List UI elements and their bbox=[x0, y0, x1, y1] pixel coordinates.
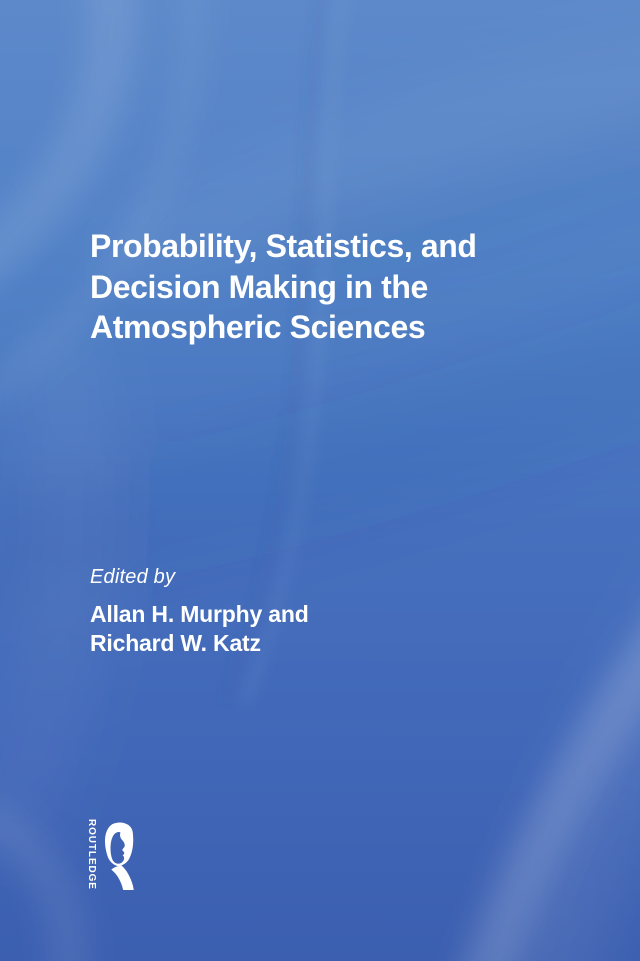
title-line-2: Decision Making in the bbox=[90, 268, 428, 305]
title-line-3: Atmospheric Sciences bbox=[90, 309, 426, 345]
byline: Edited by Allan H. Murphy and Richard W.… bbox=[90, 565, 309, 657]
publisher-name: ROUTLEDGE bbox=[86, 819, 97, 890]
title-line-1: Probability, Statistics, and bbox=[90, 228, 477, 264]
satin-creases bbox=[220, 0, 347, 705]
publisher-logo: ROUTLEDGE bbox=[85, 819, 136, 894]
routledge-r-face-icon bbox=[104, 822, 134, 890]
edited-by-label: Edited by bbox=[90, 566, 176, 588]
editor-name-1: Allan H. Murphy and bbox=[90, 601, 309, 627]
satin-soft-bands bbox=[0, 41, 640, 961]
editor-name-2: Richard W. Katz bbox=[90, 629, 261, 656]
book-title: Probability, Statistics, and Decision Ma… bbox=[90, 226, 570, 348]
